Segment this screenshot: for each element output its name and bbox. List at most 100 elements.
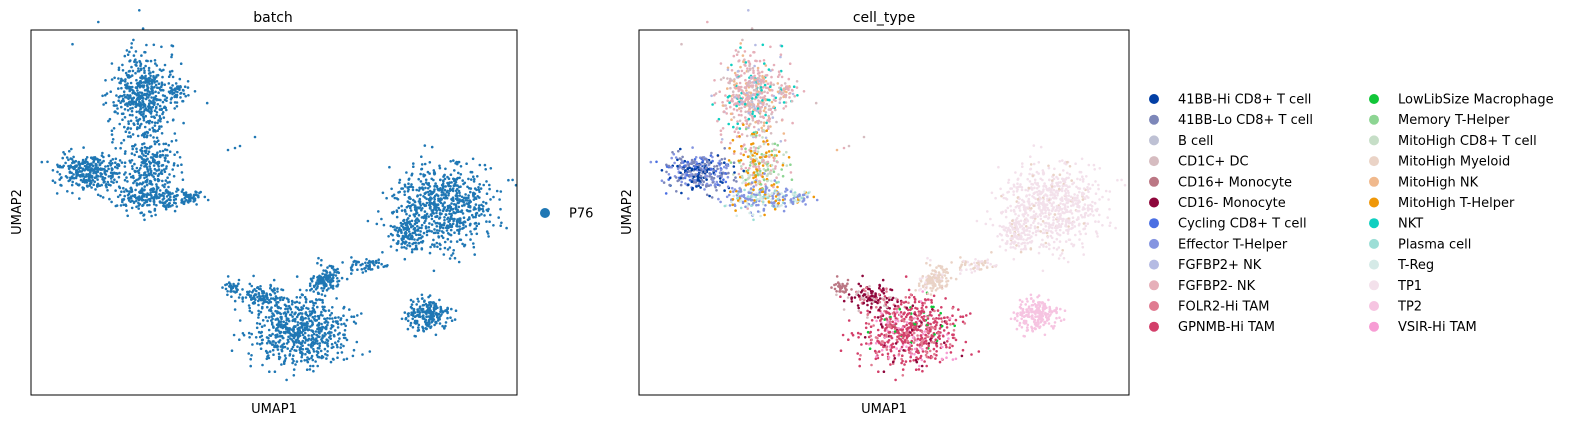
scatter-point — [157, 172, 161, 176]
scatter-point — [420, 163, 424, 166]
scatter-point — [747, 117, 751, 121]
scatter-point — [423, 221, 426, 224]
scatter-point — [739, 159, 743, 162]
scatter-point — [458, 198, 461, 201]
scatter-point — [743, 50, 747, 53]
scatter-point — [238, 319, 242, 322]
scatter-point — [257, 303, 260, 307]
scatter-point — [792, 85, 796, 88]
scatter-point — [323, 273, 327, 277]
scatter-point — [1091, 210, 1094, 213]
scatter-point — [92, 183, 95, 186]
scatter-point — [137, 155, 141, 158]
scatter-point — [444, 226, 448, 229]
scatter-point — [166, 120, 169, 124]
scatter-point — [268, 370, 271, 374]
scatter-point — [128, 85, 131, 89]
scatter-point — [123, 80, 127, 83]
scatter-point — [427, 197, 431, 201]
scatter-point — [1026, 213, 1030, 217]
scatter-point — [485, 230, 489, 233]
scatter-point — [764, 136, 768, 140]
scatter-point — [293, 320, 297, 323]
scatter-point — [790, 88, 794, 92]
scatter-point — [82, 188, 85, 191]
scatter-point — [253, 301, 256, 305]
scatter-point — [110, 171, 113, 174]
scatter-point — [420, 167, 423, 171]
scatter-point — [143, 188, 146, 191]
scatter-point — [691, 146, 694, 149]
scatter-point — [421, 316, 425, 320]
scatter-point — [727, 171, 730, 175]
scatter-point — [430, 197, 433, 200]
scatter-point — [455, 210, 459, 214]
scatter-point — [155, 74, 158, 77]
scatter-point — [307, 317, 311, 320]
scatter-point — [400, 209, 404, 212]
scatter-point — [681, 160, 684, 163]
scatter-point — [116, 195, 120, 199]
scatter-point — [110, 133, 114, 136]
scatter-point — [377, 258, 381, 262]
scatter-point — [483, 163, 487, 167]
scatter-point — [173, 209, 177, 213]
scatter-point — [133, 123, 136, 126]
scatter-point — [1060, 222, 1064, 226]
scatter-point — [463, 220, 467, 224]
scatter-point — [224, 283, 227, 287]
scatter-point — [110, 78, 114, 81]
scatter-point — [376, 266, 380, 269]
scatter-point — [119, 101, 122, 104]
scatter-point — [143, 125, 147, 129]
scatter-point — [154, 62, 157, 65]
scatter-point — [151, 92, 155, 95]
scatter-point — [310, 287, 314, 291]
scatter-point — [266, 305, 269, 309]
scatter-point — [754, 174, 758, 177]
scatter-point — [702, 180, 705, 183]
scatter-point — [143, 69, 146, 73]
scatter-point — [1067, 221, 1071, 225]
scatter-point — [149, 191, 152, 194]
panel-batch-xlabel: UMAP1 — [251, 402, 297, 417]
scatter-point — [115, 172, 118, 175]
scatter-point — [272, 278, 276, 282]
scatter-point — [163, 170, 167, 173]
scatter-point — [767, 68, 771, 71]
scatter-point — [59, 176, 63, 180]
scatter-point — [170, 90, 174, 94]
scatter-point — [75, 172, 78, 176]
scatter-point — [458, 194, 462, 197]
scatter-point — [250, 284, 253, 288]
scatter-point — [140, 81, 143, 84]
scatter-point — [710, 175, 713, 179]
scatter-point — [726, 68, 730, 72]
scatter-point — [705, 185, 708, 188]
scatter-point — [171, 75, 175, 79]
scatter-point — [169, 205, 172, 208]
scatter-point — [766, 82, 770, 85]
scatter-point — [453, 256, 457, 260]
scatter-point — [427, 215, 431, 218]
scatter-point — [435, 184, 439, 188]
scatter-point — [739, 65, 742, 69]
scatter-point — [773, 179, 777, 182]
scatter-point — [801, 200, 804, 203]
scatter-point — [411, 317, 415, 321]
scatter-point — [429, 213, 433, 216]
scatter-point — [70, 171, 73, 175]
scatter-point — [400, 204, 403, 208]
scatter-point — [1071, 216, 1075, 219]
scatter-point — [418, 307, 422, 310]
scatter-point — [165, 108, 168, 112]
scatter-point — [735, 180, 738, 183]
scatter-point — [274, 318, 278, 321]
scatter-point — [311, 309, 315, 313]
scatter-point — [61, 156, 64, 160]
scatter-point — [241, 332, 245, 335]
scatter-point — [131, 145, 134, 148]
scatter-point — [468, 217, 471, 221]
scatter-point — [124, 150, 127, 153]
scatter-point — [170, 140, 174, 143]
